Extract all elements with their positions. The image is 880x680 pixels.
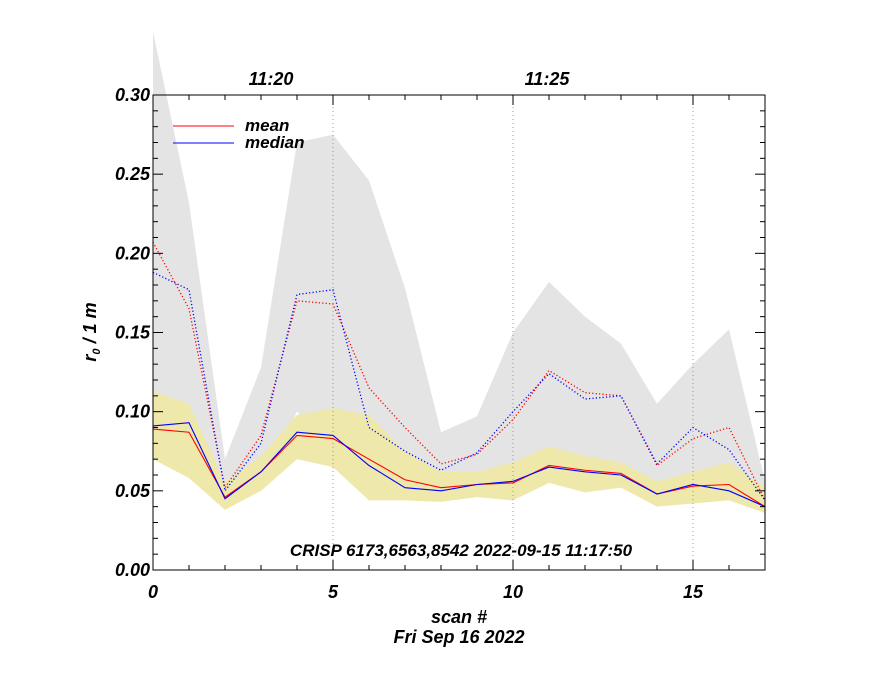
gray-range-band: [153, 31, 765, 507]
y-tick-label: 0.30: [115, 85, 150, 105]
y-tick-label: 0.25: [115, 164, 151, 184]
date-label: Fri Sep 16 2022: [393, 627, 524, 647]
legend-median-label: median: [245, 133, 305, 152]
series-line-2: [152, 422, 766, 508]
series-layer: [152, 241, 766, 508]
y-axis-label: r0 / 1 m: [80, 302, 103, 361]
bands-layer: [153, 31, 765, 513]
y-axis-label-sub: 0: [91, 348, 103, 355]
y-axis-label-rest: / 1 m: [80, 302, 100, 348]
y-tick-label: 0.00: [115, 560, 150, 580]
y-tick-label: 0.10: [115, 402, 150, 422]
time-label-1120: 11:20: [249, 69, 294, 89]
y-axis-title: r0 / 1 m: [80, 302, 103, 361]
y-axis-label-main: r: [80, 354, 100, 362]
y-tick-label: 0.15: [115, 323, 151, 343]
chart-annotation: CRISP 6173,6563,8542 2022-09-15 11:17:50: [290, 541, 633, 560]
legend-mean-label: mean: [245, 116, 289, 135]
y-tick-label: 0.05: [115, 481, 151, 501]
x-axis-label: scan #: [431, 607, 487, 627]
series-line-3: [152, 241, 766, 501]
time-label-1125: 11:25: [525, 69, 571, 89]
x-tick-label: 5: [328, 582, 339, 602]
legend: mean median: [173, 116, 305, 152]
x-tick-label: 10: [503, 582, 523, 602]
yellow-range-band: [153, 391, 765, 513]
x-tick-label: 15: [683, 582, 704, 602]
x-tick-label: 0: [148, 582, 158, 602]
axis-ticks: 0 5 10 15 0.00 0.05 0.10 0.15 0.20 0.25 0.30: [115, 85, 766, 602]
y-tick-label: 0.20: [115, 243, 150, 263]
